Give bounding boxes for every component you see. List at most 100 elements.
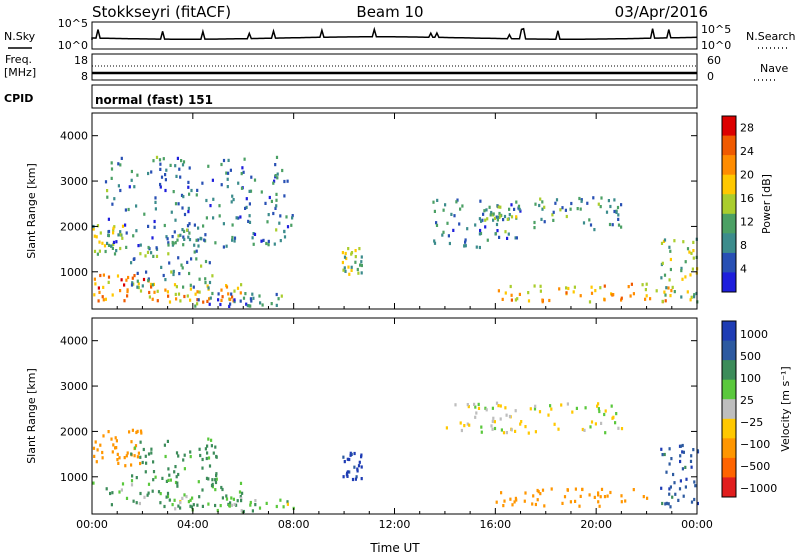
velocity-colorbar-tick: 100 bbox=[740, 372, 761, 385]
velocity-cell bbox=[679, 459, 682, 464]
velocity-cell bbox=[632, 488, 635, 492]
power-cell bbox=[107, 234, 110, 238]
power-cell bbox=[291, 216, 294, 220]
velocity-cell bbox=[183, 467, 186, 471]
power-cell bbox=[251, 236, 254, 240]
power-colorbar-segment bbox=[722, 174, 736, 195]
velocity-cell bbox=[159, 501, 162, 505]
velocity-cell bbox=[230, 503, 233, 507]
velocity-cell bbox=[204, 447, 207, 451]
power-cell bbox=[198, 290, 201, 294]
power-cell bbox=[466, 227, 469, 231]
velocity-cell bbox=[541, 488, 545, 492]
power-cell bbox=[668, 245, 671, 249]
velocity-cell bbox=[611, 416, 614, 420]
power-cell bbox=[442, 208, 445, 212]
velocity-cell bbox=[581, 427, 584, 432]
power-cell bbox=[582, 221, 586, 225]
power-cell bbox=[220, 183, 223, 187]
velocity-cell bbox=[677, 498, 680, 502]
power-cell bbox=[514, 236, 517, 240]
power-cell bbox=[495, 222, 499, 227]
power-colorbar-segment bbox=[722, 252, 736, 273]
power-cell bbox=[248, 189, 251, 193]
power-cell bbox=[222, 245, 225, 249]
velocity-cell bbox=[286, 502, 289, 506]
velocity-cell bbox=[233, 502, 236, 507]
power-cell bbox=[433, 241, 437, 245]
power-cell bbox=[112, 231, 115, 235]
power-cell bbox=[534, 202, 537, 206]
power-cell bbox=[207, 164, 210, 168]
power-colorbar-segment bbox=[722, 155, 736, 176]
power-cell bbox=[498, 211, 501, 216]
velocity-cell bbox=[118, 490, 121, 494]
velocity-cell bbox=[115, 439, 118, 443]
velocity-cell bbox=[360, 477, 363, 481]
power-cell bbox=[230, 292, 233, 296]
velocity-cell bbox=[154, 475, 157, 479]
power-cell bbox=[354, 260, 357, 264]
power-cell bbox=[343, 266, 346, 270]
velocity-cell bbox=[679, 479, 682, 483]
power-cell bbox=[245, 302, 248, 306]
power-cell bbox=[106, 189, 109, 193]
power-cell bbox=[515, 215, 518, 219]
power-cell bbox=[139, 289, 143, 293]
nave-tick-high: 60 bbox=[707, 54, 721, 67]
power-cell bbox=[126, 290, 129, 294]
power-cell bbox=[258, 294, 261, 298]
power-cell bbox=[484, 218, 487, 222]
velocity-cell bbox=[509, 497, 512, 501]
power-cell bbox=[267, 243, 270, 247]
velocity-cell bbox=[214, 488, 217, 492]
power-cell bbox=[670, 289, 673, 293]
power-cell bbox=[123, 283, 126, 287]
velocity-cell bbox=[174, 507, 177, 511]
power-cell bbox=[152, 254, 155, 258]
velocity-cell bbox=[124, 464, 127, 468]
power-cell bbox=[162, 273, 165, 278]
power-cell bbox=[671, 285, 674, 289]
power-cell bbox=[603, 298, 606, 302]
power-cell bbox=[504, 230, 507, 234]
power-cell bbox=[167, 243, 170, 247]
power-cell bbox=[139, 252, 142, 256]
power-cell bbox=[117, 162, 120, 166]
velocity-cell bbox=[214, 478, 217, 482]
velocity-cell bbox=[94, 440, 97, 444]
xtick-label: 12:00 bbox=[379, 518, 411, 531]
velocity-cell bbox=[167, 467, 170, 471]
velocity-cell bbox=[138, 501, 141, 506]
power-cell bbox=[229, 302, 232, 306]
velocity-cell bbox=[110, 437, 113, 441]
power-cell bbox=[644, 297, 647, 301]
power-cell bbox=[220, 162, 223, 167]
power-cell bbox=[179, 299, 182, 303]
power-cell bbox=[689, 298, 692, 302]
velocity-cell bbox=[185, 495, 188, 499]
power-cell bbox=[551, 213, 554, 217]
velocity-cell bbox=[225, 497, 229, 501]
velocity-cell bbox=[163, 443, 166, 447]
velocity-cell bbox=[681, 450, 684, 454]
power-cell bbox=[354, 255, 357, 259]
power-cell bbox=[164, 278, 167, 282]
power-cell bbox=[102, 273, 105, 277]
power-cell bbox=[507, 232, 510, 236]
power-cell bbox=[143, 212, 146, 216]
velocity-cell bbox=[491, 419, 494, 423]
power-cell bbox=[496, 229, 499, 233]
velocity-cell bbox=[110, 503, 113, 507]
velocity-cell bbox=[474, 405, 477, 409]
power-cell bbox=[686, 247, 690, 251]
power-cell bbox=[455, 200, 458, 204]
velocity-cell bbox=[201, 457, 204, 462]
velocity-colorbar-tick: −1000 bbox=[740, 482, 777, 495]
velocity-cell bbox=[131, 428, 134, 432]
power-cell bbox=[275, 192, 278, 196]
power-cell bbox=[195, 249, 198, 253]
power-cell bbox=[231, 223, 234, 227]
power-cell bbox=[552, 218, 555, 222]
power-cell bbox=[248, 304, 251, 308]
